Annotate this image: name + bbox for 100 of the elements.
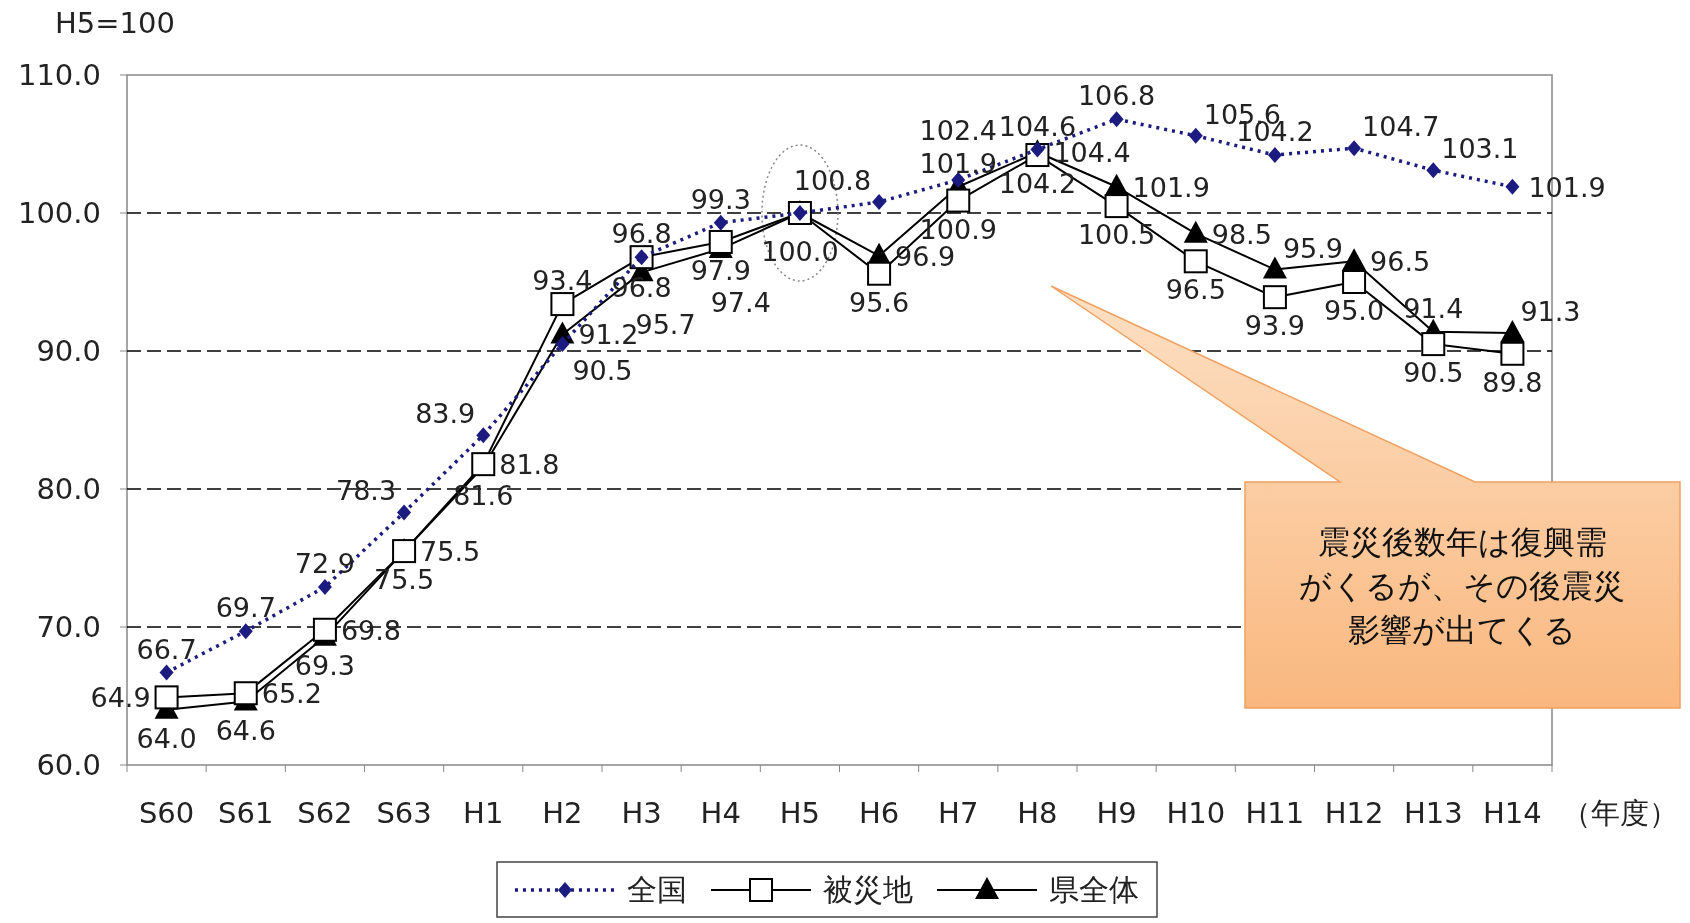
x-tick-label: H12 xyxy=(1324,796,1384,830)
x-tick-label: H7 xyxy=(938,796,979,830)
point xyxy=(312,617,337,642)
data-label: 65.2 xyxy=(261,678,322,710)
data-label: 64.0 xyxy=(136,722,197,754)
x-tick-label: H14 xyxy=(1483,796,1542,830)
point xyxy=(1500,341,1525,366)
point xyxy=(1188,127,1203,144)
data-label: 64.6 xyxy=(215,714,276,746)
data-label: 100.8 xyxy=(793,164,872,196)
data-label: 104.7 xyxy=(1362,111,1440,143)
point xyxy=(233,681,258,706)
x-tick-label: H6 xyxy=(858,796,900,830)
data-label: 96.5 xyxy=(1370,246,1431,278)
x-tick-label: S62 xyxy=(297,796,353,830)
data-label: 106.8 xyxy=(1077,80,1156,112)
x-tick-label: H5 xyxy=(779,796,821,830)
legend-label: 被災地 xyxy=(823,872,913,907)
annotation: がくるが、その後震災 xyxy=(1299,567,1625,605)
data-label: 90.5 xyxy=(572,355,633,387)
point xyxy=(713,214,728,231)
data-label: 72.9 xyxy=(294,547,355,579)
x-tick-label: H1 xyxy=(463,796,504,830)
point xyxy=(1500,320,1525,343)
data-label: 97.4 xyxy=(710,286,771,318)
point xyxy=(1421,332,1446,357)
x-tick-label: H10 xyxy=(1166,796,1226,830)
data-label: 93.9 xyxy=(1244,310,1305,342)
point xyxy=(1347,140,1362,157)
data-label: 97.9 xyxy=(690,254,751,286)
point xyxy=(238,623,253,640)
data-label: 83.9 xyxy=(415,398,476,430)
point xyxy=(476,427,491,444)
data-label: 95.7 xyxy=(635,309,696,341)
data-label: 69.3 xyxy=(294,649,355,681)
point xyxy=(555,336,570,353)
data-label: 100.5 xyxy=(1077,219,1156,251)
point xyxy=(1109,111,1124,128)
x-tick-label: H9 xyxy=(1096,796,1137,830)
annotation: 震災後数年は復興需 xyxy=(1317,523,1607,561)
point xyxy=(317,578,332,595)
data-label: 69.7 xyxy=(215,592,276,624)
point xyxy=(1505,178,1520,195)
point xyxy=(708,229,733,254)
x-tick-label: S63 xyxy=(376,796,432,830)
x-tick-label: H2 xyxy=(542,796,583,830)
data-label: 104.2 xyxy=(998,168,1077,200)
point xyxy=(1426,162,1441,179)
data-label: 102.4 xyxy=(919,114,997,146)
point xyxy=(1183,220,1208,243)
data-label: 89.8 xyxy=(1482,366,1543,398)
y-tick-label: 70.0 xyxy=(36,610,101,644)
x-tick-label: H13 xyxy=(1403,796,1463,830)
y-axis-title: H5=100 xyxy=(55,6,175,40)
data-label: 95.9 xyxy=(1282,232,1344,264)
data-label: 93.4 xyxy=(532,265,593,297)
x-tick-label: H4 xyxy=(700,796,741,830)
data-label: 101.9 xyxy=(1528,171,1606,203)
point xyxy=(867,261,892,286)
x-tick-label: H8 xyxy=(1017,796,1058,830)
data-label: 64.9 xyxy=(90,682,151,714)
data-label: 91.3 xyxy=(1520,296,1581,328)
data-label: 81.6 xyxy=(453,479,514,511)
data-label: 81.8 xyxy=(499,449,560,481)
legend-label: 県全体 xyxy=(1049,872,1139,907)
point xyxy=(1262,285,1287,310)
legend-label: 全国 xyxy=(627,872,687,907)
data-label: 95.0 xyxy=(1324,295,1385,326)
data-label: 101.9 xyxy=(1132,171,1210,203)
data-label: 103.1 xyxy=(1441,133,1519,165)
x-axis-title: （年度） xyxy=(1562,796,1678,830)
point xyxy=(1104,194,1129,219)
point xyxy=(1342,248,1367,271)
data-label: 99.3 xyxy=(690,183,751,215)
y-tick-label: 90.0 xyxy=(36,334,101,368)
point xyxy=(154,685,179,710)
y-tick-label: 60.0 xyxy=(36,748,101,782)
data-label: 66.7 xyxy=(136,633,197,665)
data-label: 95.6 xyxy=(849,286,910,318)
point xyxy=(159,664,174,681)
x-tick-label: S61 xyxy=(218,796,274,830)
x-tick-label: H11 xyxy=(1245,796,1305,830)
point xyxy=(872,193,887,210)
annotation: 影響が出てくる xyxy=(1348,611,1576,649)
x-tick-label: H3 xyxy=(621,796,662,830)
data-label: 96.5 xyxy=(1165,274,1226,306)
point xyxy=(946,188,971,213)
y-tick-label: 100.0 xyxy=(17,196,101,230)
data-label: 98.5 xyxy=(1211,218,1272,250)
y-tick-label: 110.0 xyxy=(17,58,101,92)
point xyxy=(1183,249,1208,274)
point xyxy=(397,504,412,521)
point xyxy=(550,292,575,317)
point xyxy=(1267,147,1282,164)
data-label: 100.0 xyxy=(761,236,839,267)
data-label: 96.8 xyxy=(611,218,672,250)
data-label: 90.5 xyxy=(1403,357,1464,389)
point xyxy=(1262,256,1287,279)
y-tick-label: 80.0 xyxy=(36,472,101,506)
x-tick-label: S60 xyxy=(138,796,195,830)
